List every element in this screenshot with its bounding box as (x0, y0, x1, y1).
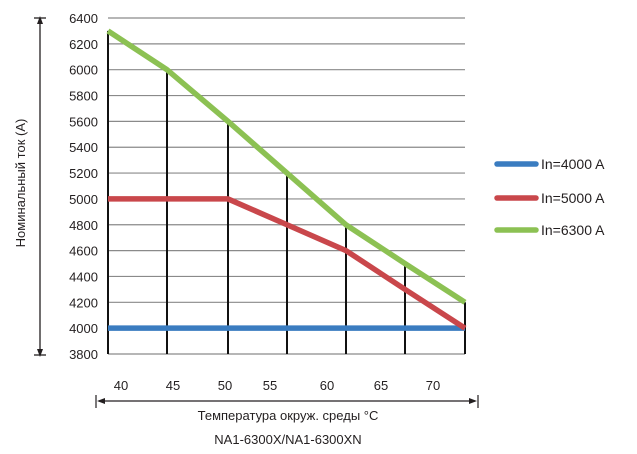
legend-label: In=5000 A (541, 190, 605, 206)
x-tick-label: 65 (374, 378, 388, 393)
y-tick-label: 4800 (69, 218, 98, 233)
y-axis (34, 16, 46, 357)
bracket-left-arrow (97, 398, 105, 404)
x-tick-label: 50 (218, 378, 232, 393)
legend-label: In=6300 A (541, 222, 605, 238)
series-line (108, 196, 467, 331)
x-tick-label: 45 (166, 378, 180, 393)
y-tick-label: 4400 (69, 269, 98, 284)
x-axis-label: Температура окруж. среды °С (198, 408, 379, 423)
x-tick-label: 55 (263, 378, 277, 393)
y-tick-label: 5200 (69, 166, 98, 181)
legend: In=4000 A In=5000 A In=6300 A (494, 156, 605, 238)
y-tick-labels: 3800 4000 4200 4400 4600 4800 5000 5200 5400 5600… (69, 11, 98, 362)
legend-label: In=4000 A (541, 156, 605, 172)
y-tick-label: 5000 (69, 192, 98, 207)
x-axis-bracket (95, 395, 479, 408)
y-tick-label: 6400 (69, 11, 98, 26)
y-tick-label: 4000 (69, 321, 98, 336)
y-axis-label: Номинальный ток (А) (13, 119, 28, 248)
y-axis-bottom-arrow (37, 349, 43, 357)
series-lines (106, 28, 467, 331)
x-tick-label: 40 (114, 378, 128, 393)
chart-subtitle: NA1-6300X/NA1-6300XN (214, 432, 361, 447)
x-tick-labels: 40 45 50 55 60 65 70 (114, 378, 440, 393)
temperature-markers (107, 30, 466, 354)
y-tick-label: 5400 (69, 140, 98, 155)
bracket-right-arrow (469, 398, 477, 404)
y-tick-label: 5600 (69, 114, 98, 129)
y-tick-label: 6200 (69, 37, 98, 52)
x-tick-label: 60 (320, 378, 334, 393)
y-tick-label: 4200 (69, 295, 98, 310)
x-tick-label: 70 (426, 378, 440, 393)
y-tick-label: 4600 (69, 244, 98, 259)
y-tick-label: 3800 (69, 347, 98, 362)
y-tick-label: 5800 (69, 89, 98, 104)
series-line (106, 28, 467, 305)
y-axis-top-arrow (37, 16, 43, 24)
y-tick-label: 6000 (69, 63, 98, 78)
